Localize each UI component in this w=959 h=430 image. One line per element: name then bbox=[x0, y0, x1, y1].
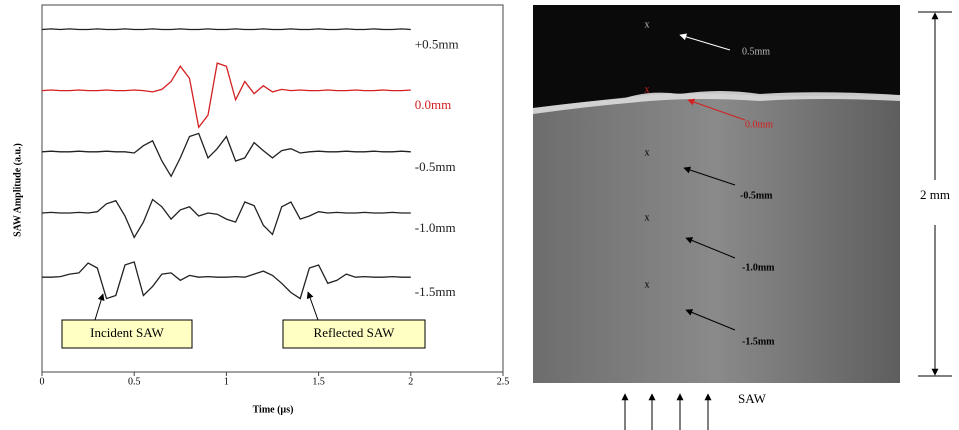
plot-frame bbox=[41, 4, 504, 373]
position-label: -0.5mm bbox=[740, 190, 773, 201]
arrow bbox=[685, 237, 736, 259]
marker: x bbox=[645, 84, 650, 95]
waveform bbox=[41, 28, 411, 31]
x-tick-label: 1 bbox=[224, 376, 229, 387]
x-tick-label: 2.5 bbox=[497, 376, 510, 387]
arrow bbox=[685, 309, 736, 331]
marker: x bbox=[645, 19, 650, 30]
x-tick-label: 0.5 bbox=[128, 376, 141, 387]
arrow bbox=[683, 166, 736, 186]
sample-edge bbox=[533, 91, 900, 114]
series-label: -1.0mm bbox=[415, 220, 456, 235]
annotation-box bbox=[282, 319, 426, 349]
annotation-arrow bbox=[306, 291, 319, 321]
annotation-arrow bbox=[94, 293, 105, 321]
position-label: 0.0mm bbox=[745, 119, 773, 130]
position-label: 0.5mm bbox=[742, 46, 770, 57]
scale-label: 2 mm bbox=[920, 187, 950, 202]
y-axis-label: SAW Amplitude (a.u.) bbox=[12, 143, 23, 237]
position-label: -1.5mm bbox=[742, 336, 775, 347]
arrow bbox=[687, 98, 746, 121]
waveform bbox=[41, 198, 411, 239]
marker: x bbox=[645, 212, 650, 223]
series-label: 0.0mm bbox=[415, 97, 451, 112]
waveform-plot: Time (µs) SAW Amplitude (a.u.) Incident … bbox=[12, 4, 510, 415]
x-tick-label: 0 bbox=[40, 376, 45, 387]
x-axis-label: Time (µs) bbox=[253, 404, 294, 415]
position-label: -1.0mm bbox=[742, 262, 775, 273]
annotation-box bbox=[61, 319, 193, 349]
annotation: Incident SAW bbox=[90, 325, 164, 340]
waveform bbox=[41, 132, 411, 178]
saw-label: SAW bbox=[738, 391, 767, 406]
annotation: Reflected SAW bbox=[314, 325, 396, 340]
series-label: +0.5mm bbox=[415, 36, 459, 51]
x-tick-label: 2 bbox=[408, 376, 413, 387]
image-panel: 0.5mm 0.0mm -0.5mm -1.0mm -1.5mm x x x x… bbox=[533, 5, 952, 430]
series-label: -0.5mm bbox=[415, 159, 456, 174]
x-tick-label: 1.5 bbox=[312, 376, 325, 387]
marker: x bbox=[645, 279, 650, 290]
series-label: -1.5mm bbox=[415, 284, 456, 299]
waveform bbox=[41, 62, 411, 129]
arrow bbox=[679, 33, 731, 51]
waveform bbox=[42, 261, 411, 300]
sample-region bbox=[533, 93, 900, 383]
marker: x bbox=[645, 147, 650, 158]
